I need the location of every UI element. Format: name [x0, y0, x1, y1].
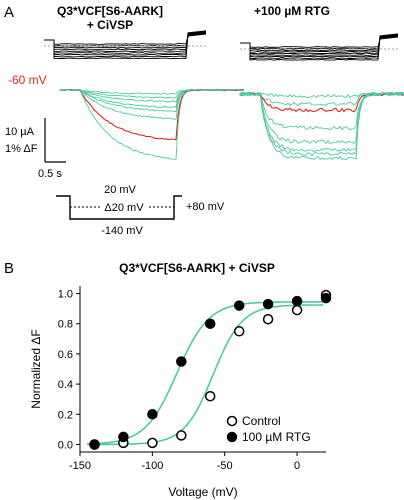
data-point-rtg	[262, 298, 274, 310]
protocol-tail-voltage: +80 mV	[186, 201, 225, 213]
current-trace	[44, 31, 207, 54]
panel-b: B Q3*VCF[S6-AARK] + CiVSP 0.00.20.40.60.…	[4, 260, 332, 499]
y-ticks: 0.0 0.2 0.4 0.6 0.8 1.0	[58, 289, 80, 451]
current-trace	[44, 30, 207, 60]
protocol-step-label: Δ20 mV	[104, 202, 144, 214]
scale-time-label: 0.5 s	[38, 168, 62, 180]
y-tick-label: 1.0	[58, 289, 73, 301]
current-trace	[44, 33, 207, 45]
current-trace	[240, 35, 399, 53]
data-point-rtg	[147, 409, 158, 420]
data-point-rtg	[291, 295, 303, 307]
y-axis-label: Normalized ΔF	[29, 329, 43, 408]
current-trace	[240, 35, 399, 52]
current-trace	[240, 34, 399, 56]
data-point-rtg	[118, 431, 129, 443]
current-trace	[44, 32, 207, 49]
fluorescence-trace	[239, 91, 404, 161]
legend-label-control: Control	[242, 414, 281, 428]
voltage-protocol: 20 mV Δ20 mV -140 mV +80 mV	[56, 184, 225, 237]
scale-bar: 10 µA 1% ΔF 0.5 s	[5, 118, 66, 180]
fluorescence-trace	[239, 91, 404, 131]
chart-title: Q3*VCF[S6-AARK] + CiVSP	[119, 261, 275, 275]
x-tick-label: -150	[69, 460, 91, 472]
fluorescence-traces-rtg	[239, 91, 404, 161]
current-trace	[44, 30, 207, 58]
y-tick-label: 0.6	[58, 349, 73, 361]
data-point-rtg	[176, 356, 187, 367]
y-tick-label: 0.4	[58, 379, 73, 391]
current-trace	[44, 31, 207, 56]
current-traces-control	[44, 30, 207, 60]
data-point-rtg	[89, 439, 100, 450]
panel-a: A Q3*VCF[S6-AARK] + CiVSP +100 µM RTG -6…	[4, 4, 404, 237]
current-trace	[44, 31, 207, 52]
data-point-control	[291, 304, 303, 316]
current-trace	[240, 33, 399, 60]
legend: Control 100 µM RTG	[226, 414, 311, 444]
fluorescence-trace	[239, 91, 404, 107]
scale-current-label: 10 µA	[5, 126, 35, 138]
legend-marker-rtg	[226, 431, 238, 443]
y-tick-label: 0.0	[58, 439, 73, 451]
legend-marker-control	[226, 415, 238, 427]
fluorescence-trace	[59, 88, 245, 120]
panel-b-label: B	[4, 260, 14, 277]
current-trace	[240, 34, 399, 55]
current-trace	[240, 33, 399, 61]
x-ticks: -150 -100 -50 0	[69, 452, 300, 472]
data-point-control	[147, 437, 158, 449]
control-title-line1: Q3*VCF[S6-AARK]	[57, 4, 163, 18]
control-title-line2: + CiVSP	[87, 18, 133, 32]
panel-a-label: A	[4, 4, 14, 21]
holding-potential-label: -60 mV	[8, 73, 47, 87]
x-tick-label: -100	[141, 460, 163, 472]
data-point-control	[262, 313, 274, 325]
data-point-control	[233, 326, 245, 337]
drug-title: +100 µM RTG	[254, 4, 330, 18]
scale-fluor-label: 1% ΔF	[5, 143, 38, 155]
fluorescence-trace	[239, 91, 404, 153]
x-tick-label: 0	[294, 460, 300, 472]
fluorescence-trace	[239, 91, 404, 157]
current-trace	[44, 32, 207, 51]
current-trace	[240, 36, 399, 48]
plot-area: 0.0 0.2 0.4 0.6 0.8 1.0 -150 -100 -50 0	[58, 286, 332, 472]
y-tick-label: 0.2	[58, 409, 73, 421]
fit-curve-control	[87, 304, 324, 446]
legend-label-rtg: 100 µM RTG	[242, 430, 311, 444]
data-point-control	[176, 430, 187, 441]
protocol-bottom-voltage: -140 mV	[101, 225, 143, 237]
fluorescence-traces-control	[59, 88, 245, 160]
x-axis-label: Voltage (mV)	[168, 485, 237, 499]
protocol-top-voltage: 20 mV	[104, 184, 136, 196]
data-point-rtg	[320, 292, 332, 304]
current-traces-rtg	[240, 33, 399, 61]
data-point-rtg	[233, 300, 245, 311]
data-point-rtg	[204, 318, 216, 329]
data-point-control	[204, 390, 216, 402]
fluorescence-trace	[59, 88, 244, 160]
y-tick-label: 0.8	[58, 319, 73, 331]
x-tick-label: -50	[217, 460, 233, 472]
current-trace	[240, 34, 399, 58]
data-points	[89, 289, 332, 450]
